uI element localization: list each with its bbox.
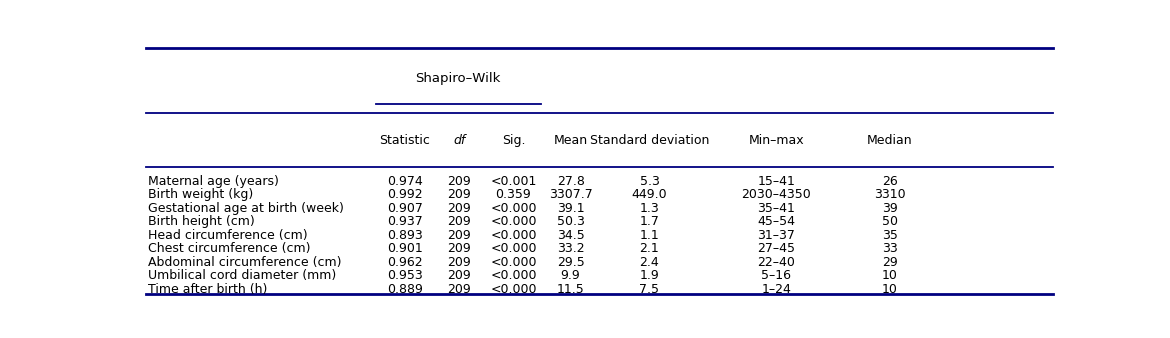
- Text: Birth weight (kg): Birth weight (kg): [149, 188, 254, 201]
- Text: Min–max: Min–max: [749, 134, 804, 147]
- Text: 1–24: 1–24: [762, 283, 791, 296]
- Text: 3307.7: 3307.7: [549, 188, 592, 201]
- Text: 209: 209: [447, 188, 472, 201]
- Text: 2030–4350: 2030–4350: [742, 188, 811, 201]
- Text: 50.3: 50.3: [557, 215, 585, 228]
- Text: 449.0: 449.0: [632, 188, 667, 201]
- Text: 11.5: 11.5: [557, 283, 585, 296]
- Text: Chest circumference (cm): Chest circumference (cm): [149, 242, 310, 255]
- Text: Sig.: Sig.: [502, 134, 525, 147]
- Text: Abdominal circumference (cm): Abdominal circumference (cm): [149, 256, 342, 269]
- Text: 3310: 3310: [874, 188, 906, 201]
- Text: <0.001: <0.001: [490, 175, 537, 188]
- Text: 10: 10: [882, 269, 897, 282]
- Text: 27–45: 27–45: [757, 242, 796, 255]
- Text: 0.889: 0.889: [387, 283, 422, 296]
- Text: 22–40: 22–40: [757, 256, 796, 269]
- Text: 2.1: 2.1: [640, 242, 660, 255]
- Text: 1.9: 1.9: [640, 269, 660, 282]
- Text: 209: 209: [447, 215, 472, 228]
- Text: 209: 209: [447, 283, 472, 296]
- Text: 50: 50: [882, 215, 897, 228]
- Text: df: df: [453, 134, 466, 147]
- Text: 0.962: 0.962: [387, 256, 422, 269]
- Text: 35–41: 35–41: [757, 202, 796, 215]
- Text: 31–37: 31–37: [757, 229, 796, 242]
- Text: 29.5: 29.5: [557, 256, 585, 269]
- Text: 0.953: 0.953: [387, 269, 422, 282]
- Text: 29: 29: [882, 256, 897, 269]
- Text: 0.937: 0.937: [387, 215, 422, 228]
- Text: Maternal age (years): Maternal age (years): [149, 175, 278, 188]
- Text: 1.3: 1.3: [640, 202, 660, 215]
- Text: 5–16: 5–16: [762, 269, 791, 282]
- Text: <0.000: <0.000: [490, 242, 537, 255]
- Text: 209: 209: [447, 175, 472, 188]
- Text: 33: 33: [882, 242, 897, 255]
- Text: 209: 209: [447, 256, 472, 269]
- Text: 35: 35: [882, 229, 897, 242]
- Text: 0.992: 0.992: [387, 188, 422, 201]
- Text: 209: 209: [447, 269, 472, 282]
- Text: <0.000: <0.000: [490, 215, 537, 228]
- Text: <0.000: <0.000: [490, 229, 537, 242]
- Text: 45–54: 45–54: [757, 215, 796, 228]
- Text: Umbilical cord diameter (mm): Umbilical cord diameter (mm): [149, 269, 336, 282]
- Text: Head circumference (cm): Head circumference (cm): [149, 229, 308, 242]
- Text: 2.4: 2.4: [640, 256, 660, 269]
- Text: Mean: Mean: [553, 134, 587, 147]
- Text: Gestational age at birth (week): Gestational age at birth (week): [149, 202, 344, 215]
- Text: 0.907: 0.907: [387, 202, 422, 215]
- Text: 9.9: 9.9: [560, 269, 580, 282]
- Text: <0.000: <0.000: [490, 269, 537, 282]
- Text: <0.000: <0.000: [490, 283, 537, 296]
- Text: 1.1: 1.1: [640, 229, 660, 242]
- Text: 15–41: 15–41: [757, 175, 796, 188]
- Text: <0.000: <0.000: [490, 256, 537, 269]
- Text: 10: 10: [882, 283, 897, 296]
- Text: 26: 26: [882, 175, 897, 188]
- Text: 34.5: 34.5: [557, 229, 585, 242]
- Text: 5.3: 5.3: [640, 175, 660, 188]
- Text: 209: 209: [447, 229, 472, 242]
- Text: 39: 39: [882, 202, 897, 215]
- Text: Shapiro–Wilk: Shapiro–Wilk: [415, 72, 501, 85]
- Text: 7.5: 7.5: [640, 283, 660, 296]
- Text: Statistic: Statistic: [379, 134, 431, 147]
- Text: 27.8: 27.8: [557, 175, 585, 188]
- Text: 1.7: 1.7: [640, 215, 660, 228]
- Text: Median: Median: [867, 134, 913, 147]
- Text: <0.000: <0.000: [490, 202, 537, 215]
- Text: Birth height (cm): Birth height (cm): [149, 215, 255, 228]
- Text: 0.901: 0.901: [387, 242, 422, 255]
- Text: 33.2: 33.2: [557, 242, 585, 255]
- Text: Standard deviation: Standard deviation: [590, 134, 709, 147]
- Text: 0.359: 0.359: [496, 188, 531, 201]
- Text: 209: 209: [447, 202, 472, 215]
- Text: 0.893: 0.893: [387, 229, 422, 242]
- Text: Time after birth (h): Time after birth (h): [149, 283, 268, 296]
- Text: 0.974: 0.974: [387, 175, 422, 188]
- Text: 209: 209: [447, 242, 472, 255]
- Text: 39.1: 39.1: [557, 202, 585, 215]
